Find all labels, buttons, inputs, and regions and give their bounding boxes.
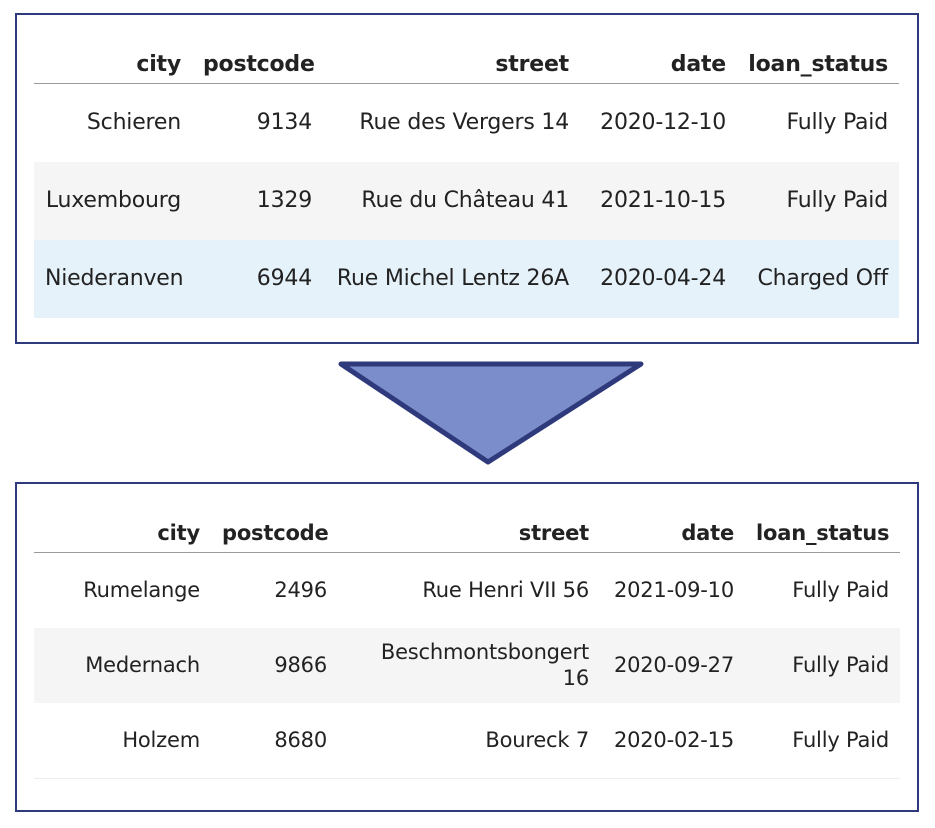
cell-city: Luxembourg <box>34 162 192 240</box>
cell-date: 2020-12-10 <box>580 83 737 162</box>
table-row: Schieren 9134 Rue des Vergers 14 2020-12… <box>34 83 899 162</box>
cell-postcode: 1329 <box>192 162 323 240</box>
cell-loan-status: Fully Paid <box>745 552 900 628</box>
table-row-highlighted: Niederanven 6944 Rue Michel Lentz 26A 20… <box>34 240 899 318</box>
cell-street: Rue Henri VII 56 <box>338 552 600 628</box>
cell-date: 2020-04-24 <box>580 240 737 318</box>
cell-loan-status: Fully Paid <box>745 703 900 779</box>
cell-postcode: 6944 <box>192 240 323 318</box>
column-header-loan-status: loan_status <box>745 514 900 553</box>
column-header-postcode: postcode <box>192 45 323 84</box>
column-header-date: date <box>580 45 737 84</box>
cell-street: Beschmontsbongert 16 <box>338 628 600 703</box>
cell-date: 2020-02-15 <box>600 703 745 779</box>
cell-street: Rue des Vergers 14 <box>323 83 580 162</box>
column-header-loan-status: loan_status <box>737 45 899 84</box>
table-row: Holzem 8680 Boureck 7 2020-02-15 Fully P… <box>34 703 900 779</box>
column-header-city: city <box>34 514 211 553</box>
column-header-postcode: postcode <box>211 514 338 553</box>
cell-city: Rumelange <box>34 552 211 628</box>
table-header-row: city postcode street date loan_status <box>34 45 899 84</box>
cell-postcode: 2496 <box>211 552 338 628</box>
column-header-street: street <box>323 45 580 84</box>
cell-loan-status: Charged Off <box>737 240 899 318</box>
after-table-panel: city postcode street date loan_status Ru… <box>15 482 919 812</box>
cell-city: Holzem <box>34 703 211 779</box>
cell-city: Schieren <box>34 83 192 162</box>
cell-loan-status: Fully Paid <box>737 162 899 240</box>
table-row: Luxembourg 1329 Rue du Château 41 2021-1… <box>34 162 899 240</box>
cell-street: Rue Michel Lentz 26A <box>323 240 580 318</box>
cell-postcode: 9866 <box>211 628 338 703</box>
after-dataframe-table: city postcode street date loan_status Ru… <box>34 514 900 779</box>
before-table-panel: city postcode street date loan_status Sc… <box>15 13 919 344</box>
cell-city: Niederanven <box>34 240 192 318</box>
cell-loan-status: Fully Paid <box>737 83 899 162</box>
table-header-row: city postcode street date loan_status <box>34 514 900 553</box>
down-triangle-arrow-icon <box>338 361 644 465</box>
cell-city: Medernach <box>34 628 211 703</box>
arrow-shape <box>338 361 644 465</box>
column-header-city: city <box>34 45 192 84</box>
cell-street: Boureck 7 <box>338 703 600 779</box>
column-header-street: street <box>338 514 600 553</box>
cell-postcode: 9134 <box>192 83 323 162</box>
table-row: Medernach 9866 Beschmontsbongert 16 2020… <box>34 628 900 703</box>
cell-date: 2021-10-15 <box>580 162 737 240</box>
cell-date: 2021-09-10 <box>600 552 745 628</box>
cell-postcode: 8680 <box>211 703 338 779</box>
cell-loan-status: Fully Paid <box>745 628 900 703</box>
cell-street: Rue du Château 41 <box>323 162 580 240</box>
cell-date: 2020-09-27 <box>600 628 745 703</box>
table-row: Rumelange 2496 Rue Henri VII 56 2021-09-… <box>34 552 900 628</box>
before-dataframe-table: city postcode street date loan_status Sc… <box>34 45 899 318</box>
column-header-date: date <box>600 514 745 553</box>
